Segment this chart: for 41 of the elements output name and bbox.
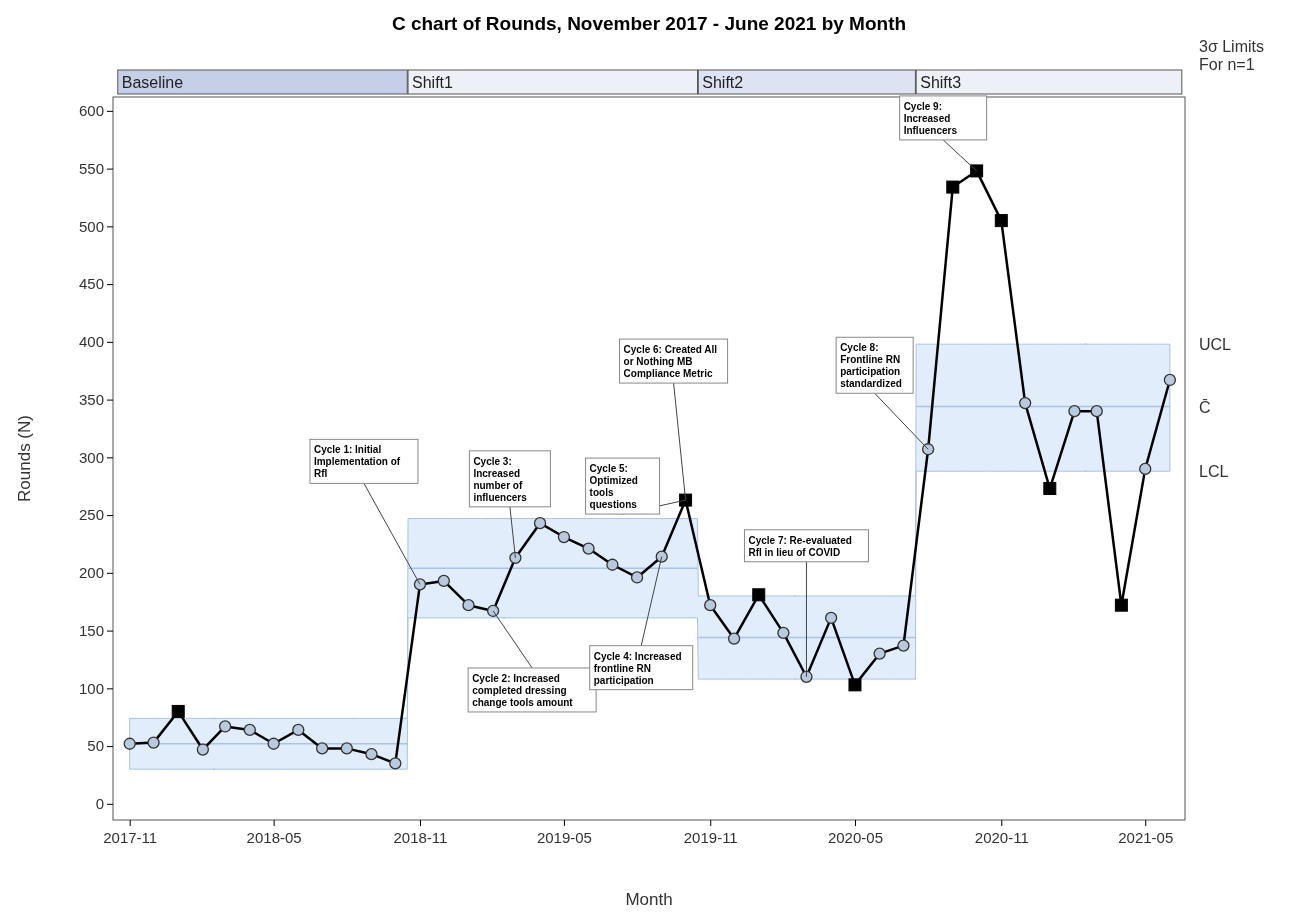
text: 3σ Limits For n=1 <box>1199 38 1264 73</box>
annotation: Cycle 7: Re-evaluated RfI in lieu of COVID <box>748 534 852 558</box>
y-tick-label: 0 <box>95 795 104 813</box>
y-tick-label: 400 <box>78 333 104 351</box>
x-tick-label: 2020-05 <box>827 828 883 846</box>
chart-title: C chart of Rounds, November 2017 - June 2021 by Month <box>391 13 907 34</box>
x-tick-label: 2018-05 <box>246 828 302 846</box>
y-tick-label: 250 <box>78 506 104 524</box>
y-tick-label: 550 <box>78 159 104 177</box>
annotation: Cycle 3: Increased number of influencers <box>473 455 528 503</box>
y-tick-label: 200 <box>78 564 104 582</box>
y-axis-title: Rounds (N) <box>15 415 34 502</box>
text: Baseline <box>121 74 184 91</box>
text: Shift2 <box>702 74 744 91</box>
annotation: Cycle 5: Optimized tools questions <box>589 463 638 511</box>
x-axis-title: Month <box>625 890 673 909</box>
x-tick-label: 2018-11 <box>393 828 448 846</box>
annotation: Cycle 8: Frontline RN participation standardized <box>840 342 902 390</box>
annotation: Cycle 1: Initial Implementation of RfI <box>313 444 401 480</box>
y-tick-label: 500 <box>78 217 104 235</box>
text: Shift1 <box>412 74 454 91</box>
y-tick-label: 450 <box>78 275 104 293</box>
x-tick-label: 2021-05 <box>1118 828 1174 846</box>
y-tick-label: 600 <box>78 102 104 120</box>
annotation: Cycle 4: Increased frontline RN participation <box>593 650 682 686</box>
y-tick-label: 150 <box>78 621 104 639</box>
series-label: C̄ <box>1199 398 1211 416</box>
x-tick-label: 2017-11 <box>103 828 158 846</box>
annotation: Cycle 2: Increased completed dressing change tools amount <box>472 672 574 708</box>
annotation: Cycle 6: Created All or Nothing MB Compliance Metric <box>623 344 718 380</box>
y-tick-label: 50 <box>87 737 104 755</box>
y-tick-label: 300 <box>78 448 104 466</box>
y-tick-label: 350 <box>78 390 104 408</box>
x-tick-label: 2020-11 <box>974 828 1029 846</box>
x-tick-label: 2019-05 <box>536 828 592 846</box>
text: Shift3 <box>920 74 962 91</box>
y-tick-label: 100 <box>78 679 104 697</box>
annotation: Cycle 9: Increased Influencers <box>903 100 958 136</box>
x-tick-label: 2019-11 <box>683 828 738 846</box>
text: LCL <box>1199 463 1229 481</box>
text: UCL <box>1199 336 1232 354</box>
